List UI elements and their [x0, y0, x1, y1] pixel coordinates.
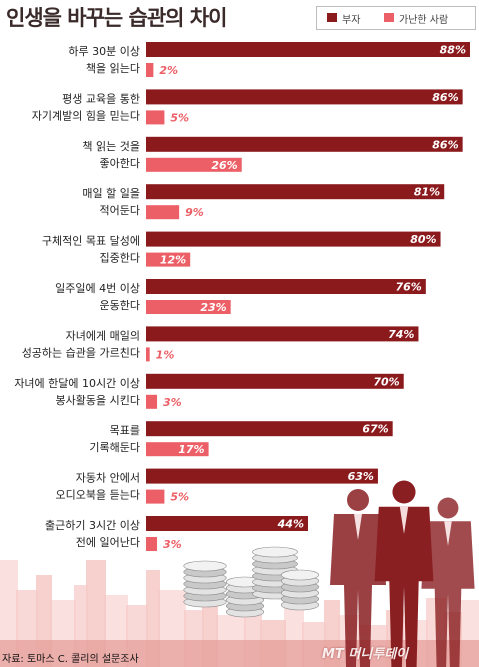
category-label: 매일 할 일을 적어둔다	[82, 186, 140, 217]
bar-poor	[146, 205, 180, 220]
bar-poor	[146, 489, 165, 504]
category-label: 하루 30분 이상 책을 읽는다	[68, 44, 140, 75]
legend-label-rich: 부자	[342, 15, 361, 26]
value-label-poor: 5%	[170, 111, 189, 124]
coin-stack-icon	[280, 569, 320, 611]
legend-label-poor: 가난한 사람	[399, 15, 449, 26]
source-note: 자료: 토마스 C. 콜리의 설문조사	[2, 654, 139, 665]
value-label-rich: 80%	[410, 233, 436, 246]
value-label-poor: 2%	[159, 64, 178, 77]
value-label-rich: 74%	[388, 328, 414, 341]
coin-stack-icon	[225, 576, 265, 618]
coin-stack-icon	[183, 560, 227, 608]
bar-group: 책 읽는 것을 좋아한다 86% 26%	[82, 136, 463, 172]
value-label-rich: 81%	[414, 186, 440, 199]
value-label-poor: 26%	[211, 159, 237, 172]
bar-rich	[146, 184, 445, 200]
category-label: 구체적인 목표 달성에 집중한다	[42, 235, 140, 265]
bar-poor	[146, 252, 191, 267]
businessman-silhouette-icon	[421, 497, 475, 667]
businessman-silhouette-icon	[330, 489, 386, 667]
legend-swatch-poor	[384, 13, 394, 22]
bar-rich	[146, 42, 470, 57]
bar-poor	[146, 110, 165, 125]
bar-rich	[146, 468, 378, 484]
value-label-rich: 86%	[432, 91, 458, 104]
category-label: 자녀에 한달에 10시간 이상 봉사활동을 시킨다	[14, 377, 140, 407]
value-label-poor: 3%	[163, 396, 182, 409]
category-label: 책 읽는 것을 좋아한다	[82, 140, 140, 170]
value-label-poor: 9%	[185, 206, 204, 219]
category-label: 평생 교육을 통한 자기계발의 힘을 믿는다	[32, 92, 140, 122]
bar-poor	[146, 300, 231, 314]
bar-rich	[146, 516, 308, 531]
bar-group: 구체적인 목표 달성에 집중한다 80% 12%	[42, 231, 441, 267]
bar-rich	[146, 279, 426, 294]
chart-title: 인생을 바꾸는 습관의 차이	[6, 6, 227, 30]
category-label: 출근하기 3시간 이상 전에 일어난다	[45, 518, 140, 549]
value-label-poor: 3%	[163, 538, 182, 551]
bar-group: 자동차 안에서 오디오북을 듣는다 63% 5%	[56, 468, 378, 504]
bar-poor	[146, 537, 158, 551]
category-label: 일주일에 4번 이상 운동한다	[55, 281, 140, 312]
bar-rich	[146, 373, 404, 389]
value-label-rich: 67%	[362, 423, 388, 436]
bar-group: 매일 할 일을 적어둔다 81% 9%	[82, 184, 445, 220]
bar-poor	[146, 394, 158, 409]
value-label-poor: 1%	[156, 348, 175, 361]
category-label: 자동차 안에서 오디오북을 듣는다	[56, 472, 140, 502]
value-label-rich: 70%	[373, 375, 399, 388]
bar-group: 출근하기 3시간 이상 전에 일어난다 44% 3%	[45, 516, 308, 551]
value-label-rich: 44%	[277, 518, 304, 531]
bar-group: 일주일에 4번 이상 운동한다 76% 23%	[55, 279, 426, 314]
bar-rich	[146, 89, 463, 105]
value-label-poor: 17%	[178, 443, 204, 456]
value-label-rich: 88%	[440, 44, 466, 57]
bar-group: 목표를 기록해둔다 67% 17%	[89, 421, 393, 457]
bar-rich	[146, 326, 419, 342]
value-label-poor: 12%	[160, 254, 186, 267]
category-label: 자녀에게 매일의 성공하는 습관을 가르친다	[22, 328, 140, 359]
value-label-rich: 76%	[395, 281, 421, 294]
value-label-poor: 5%	[170, 491, 189, 504]
category-label: 목표를 기록해둔다	[89, 424, 140, 454]
bar-poor	[146, 442, 209, 457]
bar-group: 자녀에 한달에 10시간 이상 봉사활동을 시킨다 70% 3%	[14, 373, 404, 409]
bar-group: 자녀에게 매일의 성공하는 습관을 가르친다 74% 1%	[22, 326, 419, 362]
watermark: MT 머니투데이	[322, 647, 409, 662]
bar-group: 하루 30분 이상 책을 읽는다 88% 2%	[68, 42, 470, 77]
bar-poor	[146, 347, 150, 362]
bar-group: 평생 교육을 통한 자기계발의 힘을 믿는다 86% 5%	[32, 89, 463, 125]
value-label-rich: 86%	[432, 138, 458, 151]
bar-rich	[146, 136, 463, 152]
legend-swatch-rich	[327, 13, 337, 22]
businessman-silhouette-icon	[374, 480, 434, 667]
bar-poor	[146, 157, 242, 172]
bar-rich	[146, 421, 393, 437]
value-label-poor: 23%	[200, 301, 226, 314]
value-label-rich: 63%	[348, 470, 374, 483]
bar-rich	[146, 231, 441, 247]
bar-poor	[146, 63, 154, 77]
legend: 부자 가난한 사람	[316, 6, 476, 30]
